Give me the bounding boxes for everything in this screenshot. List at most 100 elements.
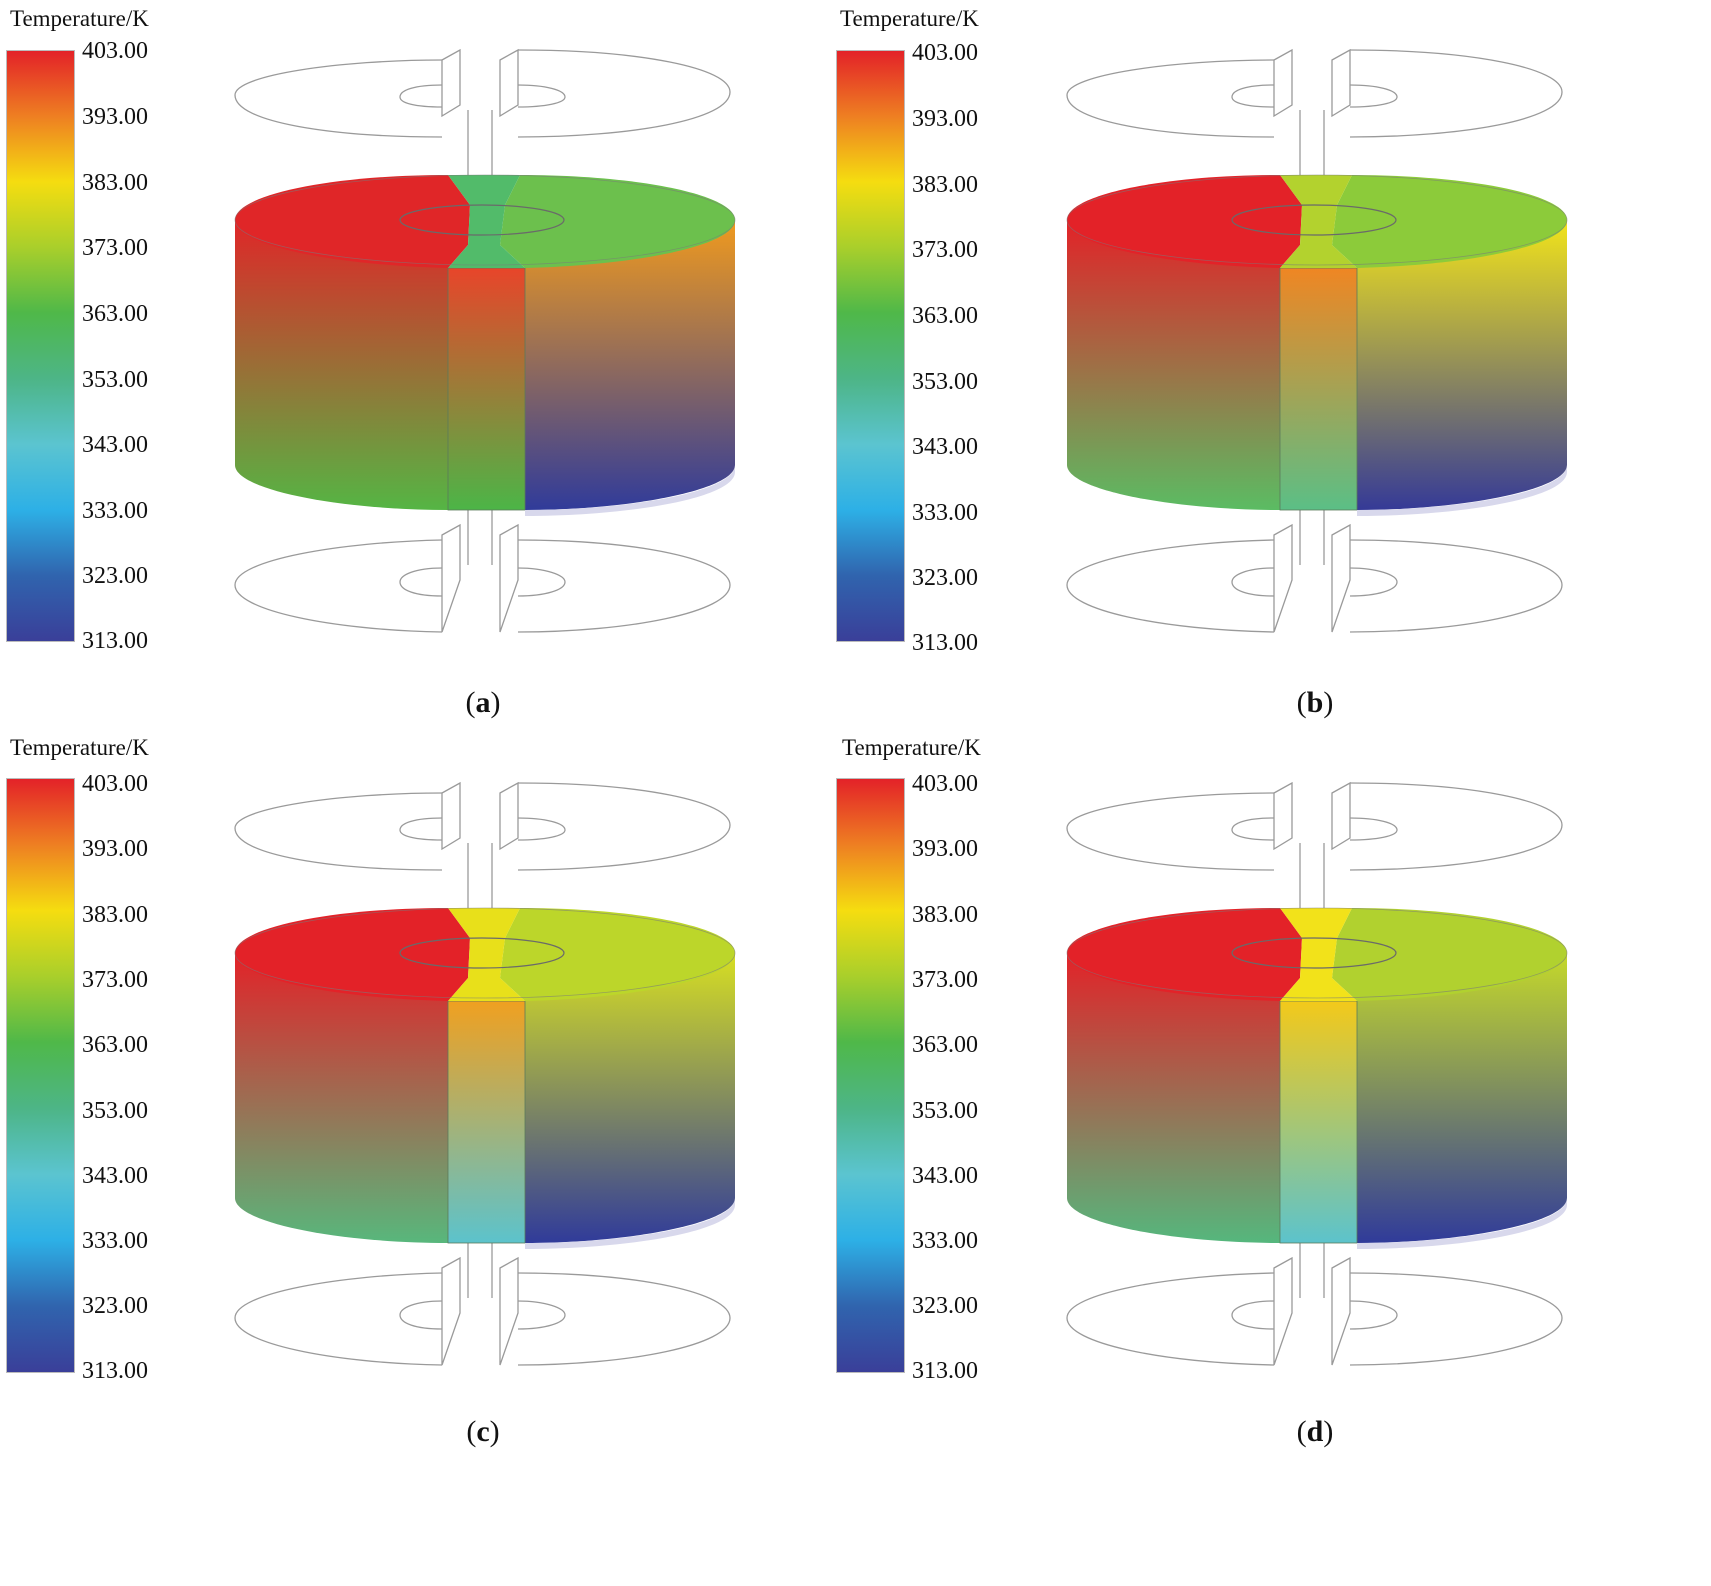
tick-label: 343.00 (82, 1163, 148, 1189)
legend-title: Temperature/K (10, 6, 149, 31)
tick-label: 333.00 (912, 1228, 978, 1254)
cylinder-left-face (235, 220, 448, 510)
tick-label: 403.00 (82, 38, 148, 64)
tick-label: 393.00 (82, 836, 148, 862)
legend-title: Temperature/K (10, 735, 149, 760)
top-outline (1066, 907, 1568, 999)
tick-label: 393.00 (912, 836, 978, 862)
top-cut-wedge (448, 175, 525, 268)
inner-hole (1231, 204, 1397, 236)
tick-label: 333.00 (82, 498, 148, 524)
inner-hole (399, 204, 565, 236)
panel-b: Temperature/K 403.00 393.00 383.00 373.0… (830, 0, 1685, 793)
tick-label: 343.00 (82, 432, 148, 458)
panel-caption: (c) (466, 1415, 500, 1448)
tick-label: 403.00 (912, 771, 978, 797)
tick-label: 363.00 (82, 301, 148, 327)
top-outline (1066, 174, 1568, 266)
wireframe-top (1066, 781, 1563, 908)
cylinder-right-face (525, 953, 735, 1243)
tick-label: 313.00 (82, 1358, 148, 1384)
tick-label: 323.00 (82, 563, 148, 589)
panel-caption: (b) (1296, 686, 1334, 719)
top-face-left (235, 175, 470, 268)
tick-label: 353.00 (82, 367, 148, 393)
colorbar (836, 778, 905, 1373)
tick-label: 383.00 (912, 172, 978, 198)
bottom-rim (1357, 465, 1567, 516)
cut-strip (1279, 1000, 1358, 1244)
cut-strip (1279, 267, 1358, 511)
tick-label: 313.00 (912, 630, 978, 656)
bottom-rim (525, 1198, 735, 1249)
tick-label: 353.00 (912, 1098, 978, 1124)
top-face-left (1067, 908, 1302, 1001)
tick-label: 383.00 (82, 902, 148, 928)
tick-label: 323.00 (912, 565, 978, 591)
tick-label: 333.00 (82, 1228, 148, 1254)
tick-label: 363.00 (912, 1032, 978, 1058)
cylinder-model (1066, 781, 1568, 1366)
tick-label: 393.00 (82, 104, 148, 130)
top-outline (234, 174, 736, 266)
tick-label: 383.00 (82, 170, 148, 196)
inner-hole (1231, 937, 1397, 969)
tick-label: 393.00 (912, 106, 978, 132)
tick-label: 403.00 (912, 40, 978, 66)
top-face-right (500, 908, 735, 1001)
panel-caption: (d) (1296, 1415, 1334, 1448)
bottom-rim (525, 465, 735, 516)
tick-label: 343.00 (912, 1163, 978, 1189)
panel-caption: (a) (465, 686, 501, 719)
inner-hole (399, 937, 565, 969)
tick-label: 353.00 (912, 369, 978, 395)
cut-strip (447, 1000, 526, 1244)
top-cut-wedge (1280, 908, 1357, 1001)
tick-label: 373.00 (82, 967, 148, 993)
tick-label: 333.00 (912, 500, 978, 526)
colorbar (6, 778, 75, 1373)
cut-strip (447, 267, 526, 511)
wireframe-top (234, 48, 731, 175)
legend-title: Temperature/K (842, 735, 981, 760)
cylinder-left-face (1067, 953, 1280, 1243)
colorbar (836, 50, 905, 642)
tick-label: 363.00 (82, 1032, 148, 1058)
top-face-right (1332, 175, 1567, 268)
top-face-right (500, 175, 735, 268)
top-face-right (1332, 908, 1567, 1001)
tick-label: 353.00 (82, 1098, 148, 1124)
cylinder-right-face (525, 220, 735, 510)
bottom-rim (1357, 1198, 1567, 1249)
top-face-left (235, 908, 470, 1001)
cylinder-left-face (1067, 220, 1280, 510)
tick-label: 373.00 (912, 237, 978, 263)
tick-label: 313.00 (912, 1358, 978, 1384)
tick-label: 343.00 (912, 434, 978, 460)
top-outline (234, 907, 736, 999)
tick-label: 383.00 (912, 902, 978, 928)
panel-d: Temperature/K 403.00 393.00 383.00 373.0… (830, 733, 1685, 1526)
tick-label: 363.00 (912, 303, 978, 329)
cylinder-right-face (1357, 953, 1567, 1243)
panel-c: Temperature/K 403.00 393.00 383.00 373.0… (0, 733, 855, 1526)
wireframe-bottom (1066, 1238, 1563, 1366)
tick-label: 373.00 (912, 967, 978, 993)
tick-label: 313.00 (82, 628, 148, 654)
colorbar (6, 50, 75, 642)
cylinder-right-face (1357, 220, 1567, 510)
top-face-left (1067, 175, 1302, 268)
tick-label: 323.00 (912, 1293, 978, 1319)
tick-label: 403.00 (82, 771, 148, 797)
cylinder-model (234, 781, 736, 1366)
wireframe-bottom (234, 1238, 731, 1366)
top-cut-wedge (448, 908, 525, 1001)
top-cut-wedge (1280, 175, 1357, 268)
wireframe-top (1066, 48, 1563, 175)
tick-label: 323.00 (82, 1293, 148, 1319)
cylinder-model (1066, 48, 1568, 633)
cylinder-left-face (235, 953, 448, 1243)
tick-label: 373.00 (82, 235, 148, 261)
wireframe-bottom (234, 505, 731, 633)
wireframe-bottom (1066, 505, 1563, 633)
